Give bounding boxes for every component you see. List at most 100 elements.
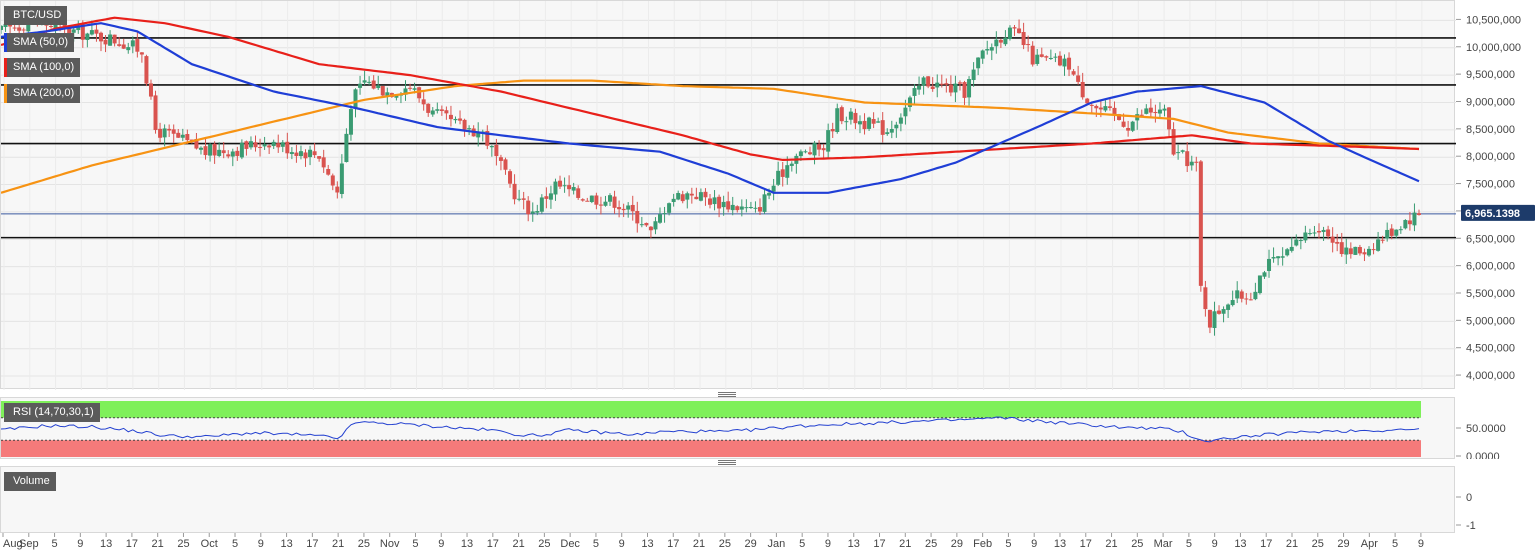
candle-body — [817, 144, 822, 150]
candle-body — [812, 143, 817, 156]
candle-body — [376, 85, 381, 89]
candle-body — [594, 195, 599, 205]
price-chart[interactable] — [1, 1, 1456, 390]
candle-body — [144, 56, 149, 84]
candle-body — [698, 192, 703, 201]
candle-body — [1257, 275, 1262, 294]
date-tick-label: 29 — [1337, 538, 1349, 550]
candle-body — [630, 204, 635, 212]
candle-body — [1048, 57, 1053, 59]
candle-body — [1235, 290, 1240, 299]
candle-body — [1121, 121, 1126, 127]
candle-body — [485, 130, 490, 146]
candle-body — [1185, 151, 1190, 167]
candle-body — [798, 151, 803, 157]
candle-body — [885, 132, 890, 135]
candle-body — [353, 89, 358, 108]
candle-body — [689, 193, 694, 196]
candle-body — [21, 29, 26, 31]
candle-body — [380, 86, 385, 96]
candle-body — [1317, 230, 1322, 233]
candle-body — [1057, 55, 1062, 66]
date-tick-label: 5 — [799, 538, 805, 550]
sma50-tag[interactable]: SMA (50,0) — [4, 33, 75, 52]
candle-body — [235, 150, 240, 156]
candle-body — [98, 32, 103, 42]
candle-body — [767, 192, 772, 196]
candle-body — [367, 81, 372, 83]
candle-body — [839, 107, 844, 122]
candle-body — [1044, 56, 1049, 58]
candle-body — [571, 187, 576, 191]
sma100-tag[interactable]: SMA (100,0) — [4, 58, 81, 77]
volume-tick-label: -1 — [1466, 520, 1476, 532]
candle-body — [653, 221, 658, 230]
rsi-pane[interactable]: RSI (14,70,30,1) — [0, 397, 1455, 459]
volume-label: Volume — [13, 475, 50, 487]
date-tick-label: 25 — [925, 538, 937, 550]
volume-pane[interactable]: Volume — [0, 466, 1455, 533]
candle-body — [26, 23, 31, 32]
candle-body — [903, 107, 908, 117]
rsi-volume-splitter-handle[interactable] — [718, 460, 736, 465]
candle-body — [212, 143, 217, 156]
sma100-label: SMA (100,0) — [13, 61, 75, 73]
candle-body — [248, 141, 253, 148]
candle-body — [180, 134, 185, 138]
candle-body — [771, 185, 776, 192]
candle-body — [703, 191, 708, 198]
rsi-chart[interactable] — [1, 398, 1456, 460]
candle-body — [435, 109, 440, 111]
date-tick-label: 21 — [152, 538, 164, 550]
candle-body — [739, 206, 744, 210]
date-tick-label: 9 — [825, 538, 831, 550]
candle-body — [503, 159, 508, 170]
candle-body — [498, 157, 503, 161]
price-rsi-splitter-handle[interactable] — [718, 392, 736, 397]
candle-body — [326, 169, 331, 175]
date-tick-label: 17 — [487, 538, 499, 550]
candle-body — [339, 163, 344, 194]
candle-body — [421, 99, 426, 105]
candle-body — [348, 109, 353, 135]
date-tick-label: 25 — [1131, 538, 1143, 550]
candle-body — [939, 83, 944, 85]
candle-body — [1112, 107, 1117, 115]
date-tick-label: 9 — [1031, 538, 1037, 550]
candle-body — [1389, 228, 1394, 236]
candle-body — [748, 207, 753, 209]
price-pane[interactable]: BTC/USD SMA (50,0) SMA (100,0) SMA (200,… — [0, 0, 1456, 390]
candle-body — [598, 204, 603, 206]
candle-body — [962, 82, 967, 98]
volume-tag[interactable]: Volume — [4, 472, 56, 491]
candle-body — [1312, 232, 1317, 234]
candle-body — [167, 128, 172, 131]
candle-body — [567, 185, 572, 190]
candle-body — [712, 197, 717, 205]
candle-body — [876, 121, 881, 123]
price-axis: 4,000,000 4,500,000 5,000,000 5,500,000 6,00… — [1456, 14, 1535, 382]
sma200-tag[interactable]: SMA (200,0) — [4, 84, 81, 103]
candle-body — [717, 196, 722, 209]
date-tick-label: 21 — [1286, 538, 1298, 550]
candle-body — [158, 128, 163, 138]
candle-body — [1012, 27, 1017, 29]
candle-body — [1130, 121, 1135, 131]
candle-body — [426, 103, 431, 113]
candle-body — [67, 26, 72, 34]
date-tick-label: 17 — [1260, 538, 1272, 550]
candle-body — [412, 88, 417, 90]
symbol-tag[interactable]: BTC/USD — [4, 6, 68, 25]
candle-body — [1339, 242, 1344, 255]
rsi-tag[interactable]: RSI (14,70,30,1) — [4, 403, 100, 422]
date-tick-label: 25 — [538, 538, 550, 550]
candle-body — [603, 201, 608, 206]
date-tick-label: 17 — [873, 538, 885, 550]
candle-body — [148, 83, 153, 97]
date-tick-label: 25 — [719, 538, 731, 550]
candle-body — [71, 29, 76, 33]
volume-chart[interactable] — [1, 467, 1456, 534]
candle-body — [198, 147, 203, 150]
candle-body — [285, 141, 290, 154]
candle-body — [508, 171, 513, 184]
